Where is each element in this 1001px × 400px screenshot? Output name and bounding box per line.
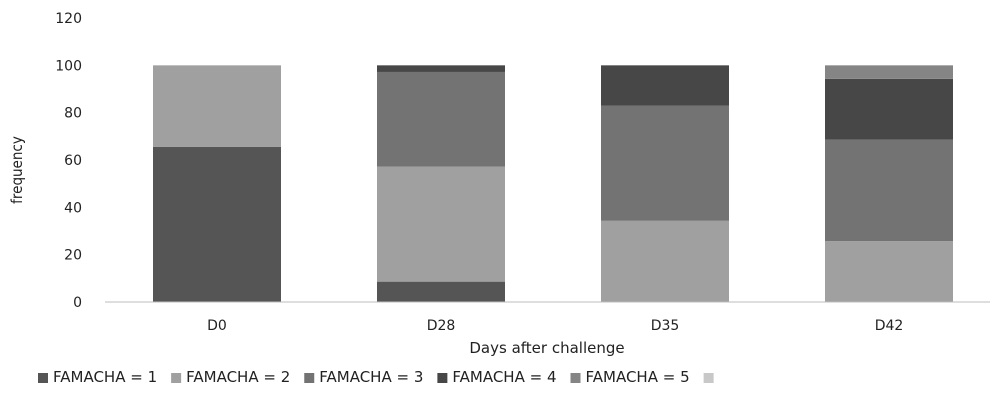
legend-swatch bbox=[437, 373, 448, 383]
legend-label: FAMACHA = 4 bbox=[452, 368, 556, 386]
bar-segment bbox=[601, 65, 729, 106]
y-tick-label: 60 bbox=[64, 153, 82, 169]
bar-segment bbox=[601, 105, 729, 221]
legend-swatch bbox=[703, 373, 714, 383]
bar-segment bbox=[377, 281, 505, 302]
bar-segment bbox=[377, 166, 505, 282]
y-tick-label: 100 bbox=[55, 58, 82, 74]
x-tick-label: D28 bbox=[427, 318, 456, 334]
y-tick-label: 80 bbox=[64, 106, 82, 122]
legend-swatch bbox=[570, 373, 581, 383]
x-tick-label: D42 bbox=[875, 318, 904, 334]
bar-segment bbox=[377, 65, 505, 72]
x-axis-title: Days after challenge bbox=[469, 339, 624, 357]
bar-segment bbox=[601, 220, 729, 302]
x-tick-label: D0 bbox=[207, 318, 227, 334]
y-axis-title: frequency bbox=[8, 136, 26, 204]
y-tick-label: 120 bbox=[55, 11, 82, 27]
bar-segment bbox=[825, 65, 953, 79]
y-axis: 0 20 40 60 80 100 120 bbox=[55, 11, 82, 311]
bar-segment bbox=[825, 78, 953, 140]
legend-label: FAMACHA = 2 bbox=[186, 368, 290, 386]
legend-swatch bbox=[304, 373, 315, 383]
legend-label: FAMACHA = 5 bbox=[586, 368, 690, 386]
legend-swatch bbox=[171, 373, 182, 383]
y-tick-label: 20 bbox=[64, 248, 82, 264]
bar-segment bbox=[153, 65, 281, 147]
bar-segment bbox=[153, 146, 281, 302]
bars bbox=[153, 65, 953, 302]
bar-segment bbox=[825, 139, 953, 242]
y-tick-label: 0 bbox=[73, 295, 82, 311]
x-axis: D0 D28 D35 D42 bbox=[207, 318, 903, 334]
legend-swatch bbox=[38, 373, 48, 383]
legend-label: FAMACHA = 1 bbox=[53, 368, 157, 386]
y-tick-label: 40 bbox=[64, 200, 82, 216]
bar-segment bbox=[377, 71, 505, 167]
x-tick-label: D35 bbox=[651, 318, 680, 334]
bar-segment bbox=[825, 241, 953, 302]
legend-label: FAMACHA = 3 bbox=[319, 368, 423, 386]
legend: FAMACHA = 1 FAMACHA = 2 FAMACHA = 3 FAMACHA… bbox=[38, 368, 714, 386]
